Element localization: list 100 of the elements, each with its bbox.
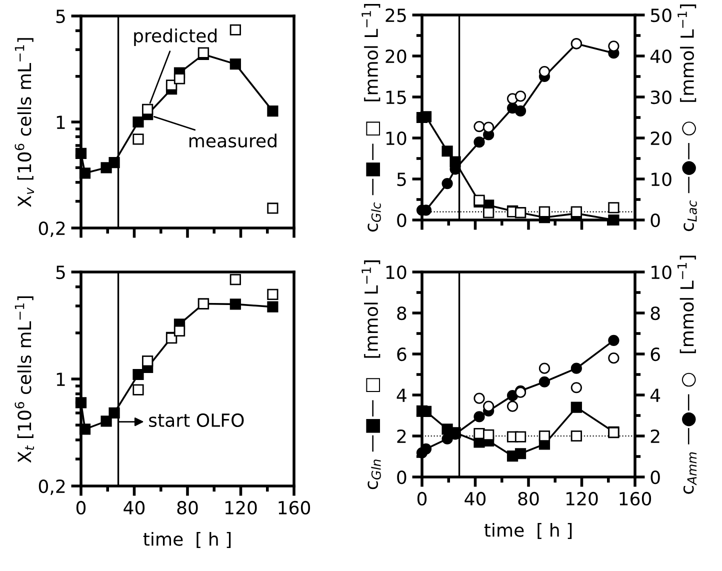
point [174, 325, 186, 337]
annotation: measured [189, 134, 276, 148]
point [483, 207, 494, 218]
y-tick-label: 1 [56, 372, 65, 386]
point [132, 384, 144, 396]
y2-axis-title: c$_{Lac}$ —●— ○ [mmol L$^{−1}$] [678, 4, 697, 232]
point [538, 376, 550, 388]
point [608, 214, 620, 226]
point [100, 416, 112, 427]
point [608, 352, 620, 364]
point [420, 443, 432, 454]
point [420, 111, 432, 122]
y2-tick-label: 8 [650, 306, 660, 320]
point [79, 168, 91, 179]
y-tick-label: 0,2 [38, 479, 65, 495]
y-tick-label: 0 [397, 213, 406, 228]
point [442, 146, 453, 157]
y-axis-title: X$_{v}$ [10$^{6}$ cells mL$^{−1}$] [14, 38, 34, 207]
y2-tick-label: 10 [652, 265, 672, 280]
y2-tick-label: 40 [650, 49, 672, 64]
y-tick-label: 6 [397, 347, 406, 362]
point [75, 148, 87, 160]
point [75, 397, 87, 408]
point [230, 24, 241, 36]
y-tick-label: 1 [56, 116, 65, 129]
point [474, 411, 485, 422]
point [132, 134, 144, 145]
y2-tick-label: 0 [650, 470, 660, 484]
point [570, 362, 582, 374]
point [483, 400, 494, 412]
y-tick-label: 20 [386, 49, 406, 64]
ref-line-label: start OLFO [149, 413, 244, 428]
x-tick-label: 40 [124, 500, 145, 515]
point [267, 106, 278, 117]
y-tick-label: 10 [386, 131, 406, 146]
point [608, 334, 620, 346]
y2-tick-label: 4 [650, 388, 660, 402]
y-tick-label: 15 [386, 90, 406, 104]
point [420, 406, 432, 417]
point [570, 430, 582, 442]
x-tick-label: 0 [76, 500, 86, 515]
point [108, 157, 120, 168]
y2-axis-title: c$_{Amm}$ —●— ○ [mmol L$^{−1}$] [677, 256, 697, 494]
point [608, 40, 620, 52]
y-tick-label: 5 [56, 266, 65, 280]
y-tick-label: 0 [397, 470, 406, 484]
y2-tick-label: 50 [650, 8, 672, 22]
point [474, 392, 485, 404]
y2-tick-label: 0 [650, 213, 660, 228]
y-axis-title: c$_{Glc}$ —■— □ [mmol L$^{−1}$] [362, 4, 381, 232]
point [570, 402, 582, 413]
point [514, 431, 526, 442]
y2-tick-label: 2 [650, 429, 660, 443]
y-tick-label: 5 [397, 172, 406, 186]
y-axis-title: X$_{t}$ [10$^{6}$ cells mL$^{−1}$] [14, 296, 34, 463]
x-tick-label: 160 [620, 492, 652, 506]
annotation: predicted [134, 28, 217, 46]
point [538, 206, 550, 218]
point [174, 73, 186, 84]
y-tick-label: 4 [396, 388, 406, 402]
x-tick-label: 0 [417, 492, 427, 506]
point [79, 424, 91, 435]
point [442, 433, 453, 444]
point [514, 90, 526, 102]
point [483, 429, 494, 441]
x-tick-label: 160 [278, 500, 310, 515]
y-tick-label: 8 [397, 306, 406, 320]
y-tick-label: 25 [386, 8, 406, 22]
point [538, 66, 550, 78]
point [267, 288, 278, 300]
point [230, 298, 241, 310]
x-axis-title: time [ h ] [143, 532, 231, 548]
point [608, 202, 620, 214]
point [514, 448, 526, 460]
point [132, 116, 144, 128]
point [132, 368, 144, 380]
point [267, 202, 278, 214]
point [442, 178, 453, 190]
point [538, 430, 550, 442]
point [142, 104, 154, 115]
y-tick-label: 0,2 [38, 221, 65, 237]
x-tick-label: 80 [177, 500, 198, 515]
point [230, 274, 241, 286]
y-tick-label: 10 [386, 265, 406, 280]
y2-tick-label: 30 [650, 90, 672, 104]
x-tick-label: 40 [464, 492, 486, 506]
y-tick-label: 5 [56, 10, 65, 24]
point [474, 136, 485, 148]
y2-tick-label: 10 [652, 172, 672, 186]
x-tick-label: 120 [566, 492, 598, 506]
x-tick-label: 120 [226, 500, 257, 515]
point [142, 355, 154, 367]
point [108, 407, 120, 419]
point [267, 301, 278, 312]
x-tick-label: 80 [518, 492, 539, 506]
y-tick-label: 2 [397, 429, 406, 443]
point [230, 58, 241, 70]
x-axis-title: time [ h ] [484, 522, 572, 540]
point [538, 362, 550, 374]
y-axis-title: c$_{Gln}$ —■— □ [mmol L$^{−1}$] [362, 260, 381, 490]
